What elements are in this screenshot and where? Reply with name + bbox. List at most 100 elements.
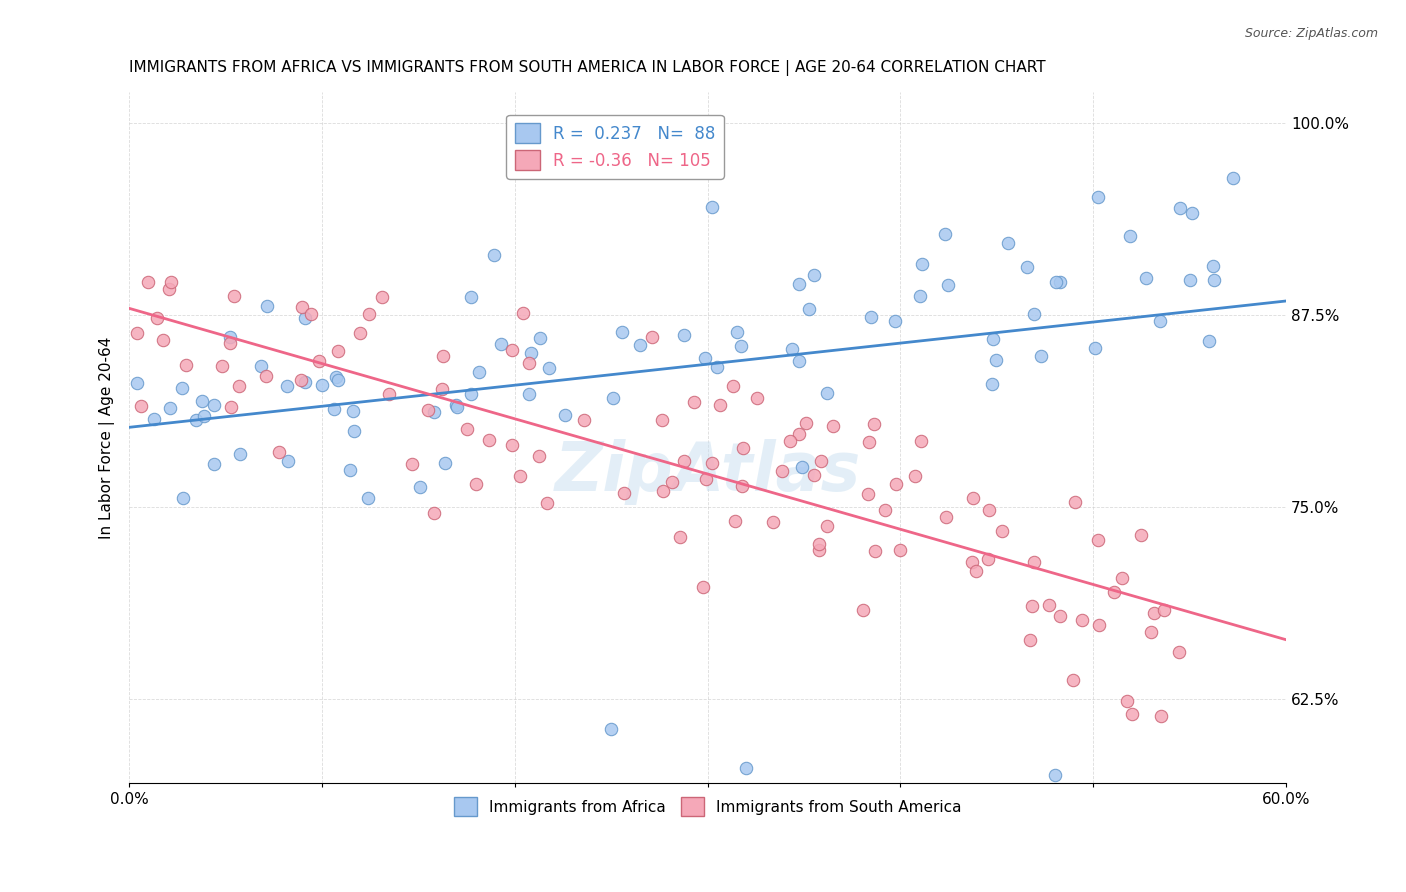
Point bbox=[884, 314, 907, 328]
Point bbox=[1063, 783, 1085, 797]
Point bbox=[695, 472, 717, 486]
Point bbox=[129, 400, 152, 414]
Point bbox=[433, 456, 456, 470]
Point bbox=[859, 310, 882, 325]
Point bbox=[311, 377, 333, 392]
Point bbox=[612, 325, 634, 339]
Point bbox=[799, 302, 821, 317]
Point bbox=[127, 376, 149, 390]
Point bbox=[172, 491, 194, 505]
Point bbox=[823, 419, 845, 434]
Point bbox=[962, 491, 984, 505]
Point bbox=[211, 359, 233, 373]
Point bbox=[792, 459, 814, 474]
Point bbox=[692, 580, 714, 594]
Point bbox=[651, 413, 673, 427]
Point bbox=[538, 361, 561, 376]
Point bbox=[602, 391, 624, 405]
Point bbox=[519, 387, 541, 401]
Point bbox=[1021, 599, 1043, 613]
Point bbox=[1198, 334, 1220, 348]
Point bbox=[143, 412, 166, 426]
Point bbox=[339, 463, 361, 477]
Point bbox=[628, 338, 651, 352]
Point bbox=[672, 454, 695, 468]
Point bbox=[986, 352, 1008, 367]
Point bbox=[977, 502, 1000, 516]
Point bbox=[254, 368, 277, 383]
Point bbox=[464, 477, 486, 491]
Point bbox=[910, 257, 932, 271]
Point bbox=[517, 356, 540, 370]
Point bbox=[418, 403, 440, 417]
Point bbox=[228, 379, 250, 393]
Point bbox=[991, 524, 1014, 538]
Point bbox=[910, 434, 932, 449]
Point bbox=[423, 405, 446, 419]
Point bbox=[725, 325, 748, 339]
Point bbox=[803, 268, 825, 282]
Point bbox=[936, 277, 959, 292]
Point bbox=[1180, 273, 1202, 287]
Point bbox=[527, 449, 550, 463]
Point bbox=[1049, 609, 1071, 624]
Point bbox=[325, 370, 347, 384]
Point bbox=[299, 307, 322, 321]
Point bbox=[808, 537, 831, 551]
Point bbox=[1121, 706, 1143, 721]
Point bbox=[489, 336, 512, 351]
Point bbox=[512, 306, 534, 320]
Point bbox=[779, 434, 801, 448]
Point bbox=[745, 391, 768, 405]
Point bbox=[146, 311, 169, 326]
Point bbox=[249, 359, 271, 373]
Point bbox=[721, 379, 744, 393]
Point bbox=[700, 201, 723, 215]
Point bbox=[1143, 606, 1166, 620]
Point bbox=[269, 445, 291, 459]
Point bbox=[1064, 494, 1087, 508]
Point bbox=[600, 723, 623, 737]
Point bbox=[294, 311, 316, 326]
Point bbox=[1087, 190, 1109, 204]
Point bbox=[889, 543, 911, 558]
Point bbox=[1043, 768, 1066, 782]
Point bbox=[997, 235, 1019, 250]
Point bbox=[468, 365, 491, 379]
Point bbox=[554, 408, 576, 422]
Point bbox=[219, 336, 242, 351]
Point bbox=[706, 359, 728, 374]
Point bbox=[1129, 527, 1152, 541]
Point bbox=[856, 487, 879, 501]
Point bbox=[342, 404, 364, 418]
Point bbox=[981, 332, 1004, 346]
Point bbox=[1119, 229, 1142, 244]
Point bbox=[1031, 349, 1053, 363]
Point bbox=[460, 290, 482, 304]
Point bbox=[981, 376, 1004, 391]
Point bbox=[1022, 555, 1045, 569]
Point bbox=[810, 454, 832, 468]
Point bbox=[735, 761, 758, 775]
Point bbox=[430, 382, 453, 396]
Point bbox=[1022, 307, 1045, 321]
Point bbox=[378, 386, 401, 401]
Text: ZipAtlas: ZipAtlas bbox=[554, 439, 860, 505]
Point bbox=[723, 514, 745, 528]
Point bbox=[326, 373, 349, 387]
Point bbox=[357, 307, 380, 321]
Point bbox=[1049, 275, 1071, 289]
Point bbox=[501, 438, 523, 452]
Point bbox=[277, 453, 299, 467]
Point bbox=[1019, 633, 1042, 648]
Point bbox=[574, 413, 596, 427]
Point bbox=[446, 398, 468, 412]
Point bbox=[682, 395, 704, 409]
Point bbox=[152, 333, 174, 347]
Point bbox=[1084, 342, 1107, 356]
Point bbox=[349, 326, 371, 340]
Point bbox=[695, 351, 717, 366]
Point bbox=[125, 326, 148, 341]
Point bbox=[229, 447, 252, 461]
Point bbox=[291, 300, 314, 314]
